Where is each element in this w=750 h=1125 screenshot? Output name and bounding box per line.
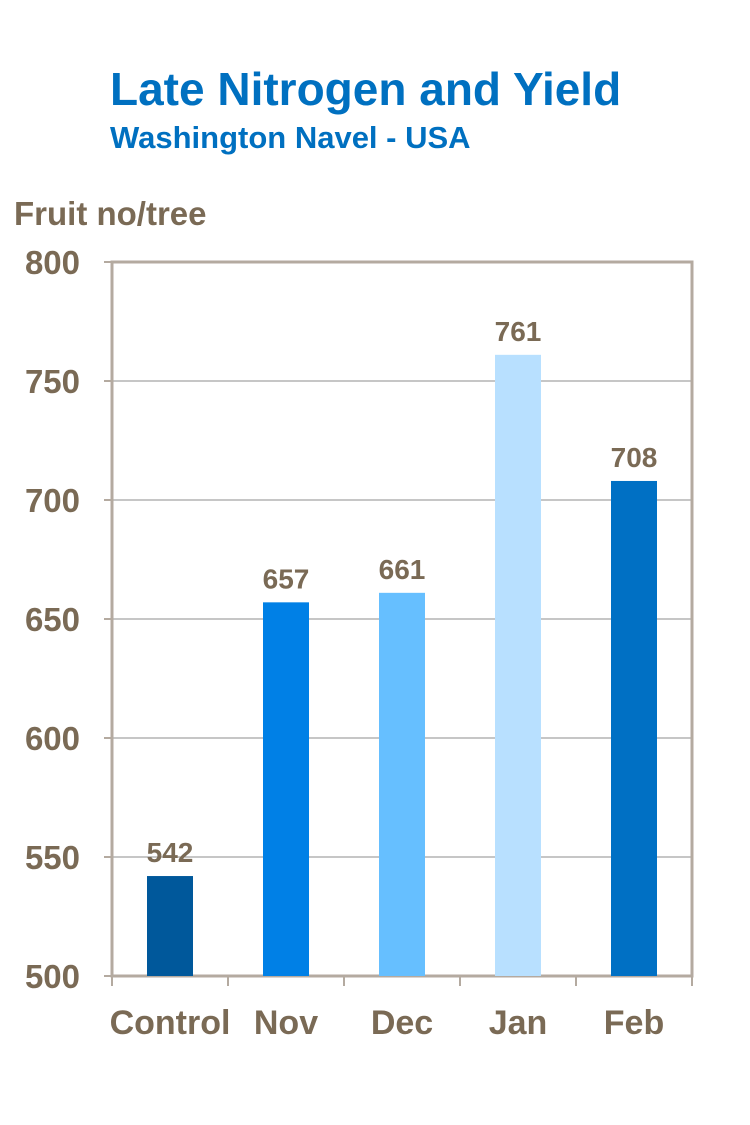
y-tick-label: 800 xyxy=(25,244,80,281)
bar-control xyxy=(147,876,193,976)
bar-feb xyxy=(611,480,657,976)
bar-jan xyxy=(495,354,541,976)
y-tick-label: 700 xyxy=(25,482,80,519)
y-axis-label: Fruit no/tree xyxy=(14,195,207,232)
bar-nov xyxy=(263,602,309,976)
data-label: 661 xyxy=(379,554,426,585)
y-tick-label: 600 xyxy=(25,720,80,757)
x-tick-label: Control xyxy=(110,1004,231,1042)
y-tick-label: 650 xyxy=(25,601,80,638)
x-tick-label: Jan xyxy=(489,1004,548,1042)
y-tick-label: 550 xyxy=(25,839,80,876)
data-label: 761 xyxy=(495,316,542,347)
y-tick-label: 500 xyxy=(25,958,80,995)
x-tick-label: Dec xyxy=(371,1004,433,1042)
x-tick-label: Nov xyxy=(254,1004,318,1042)
bar-dec xyxy=(379,592,425,976)
x-tick-label: Feb xyxy=(604,1004,664,1042)
chart-subtitle: Washington Navel - USA xyxy=(110,120,471,155)
chart-title: Late Nitrogen and Yield xyxy=(110,63,622,115)
data-label: 708 xyxy=(611,442,658,473)
data-label: 542 xyxy=(147,837,194,868)
data-label: 657 xyxy=(263,563,310,594)
y-tick-label: 750 xyxy=(25,363,80,400)
